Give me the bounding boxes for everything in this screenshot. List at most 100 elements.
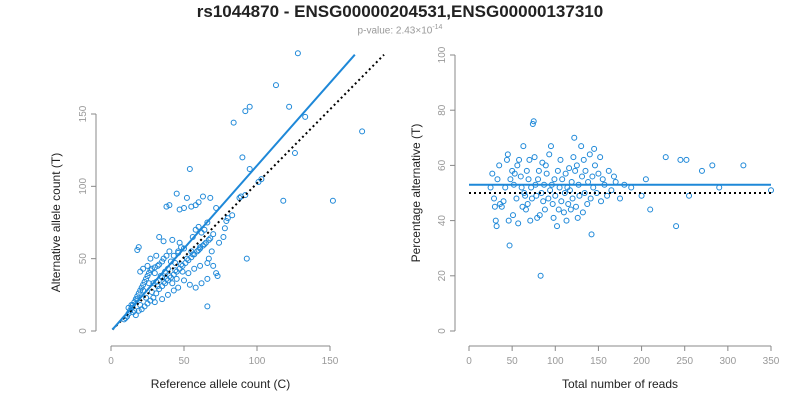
data-point (561, 190, 568, 196)
y-tick-label: 40 (437, 215, 448, 227)
data-point (159, 296, 166, 303)
data-point (572, 203, 579, 210)
y-tick-label: 20 (437, 270, 448, 282)
data-point (204, 260, 211, 267)
data-point (213, 270, 220, 277)
data-point (638, 192, 645, 199)
data-point (204, 303, 211, 310)
data-point (223, 218, 230, 225)
allele-count-scatter: 0 50 100 150 0 50 100 150 Reference allele count… (49, 50, 385, 391)
data-point (491, 195, 498, 202)
data-point (677, 156, 684, 163)
data-point (151, 270, 158, 277)
y-axis-label: Percentage alternative (T) (409, 124, 423, 263)
data-point (605, 167, 612, 174)
data-point (570, 154, 577, 161)
data-point (487, 184, 494, 191)
data-point (604, 192, 611, 199)
x-tick-label: 350 (763, 356, 780, 367)
x-tick-label: 50 (178, 356, 190, 367)
data-point (542, 162, 549, 169)
data-point (552, 192, 559, 199)
data-point (554, 223, 561, 230)
data-point (242, 108, 249, 115)
data-point (179, 268, 186, 275)
data-point (143, 294, 150, 301)
data-point (147, 267, 154, 274)
data-point (584, 201, 591, 208)
data-point (178, 261, 185, 268)
data-point (496, 162, 503, 169)
data-point (547, 143, 554, 150)
data-point (498, 203, 505, 210)
data-point (560, 209, 567, 216)
data-point (134, 246, 141, 253)
data-point (140, 281, 147, 288)
data-point (588, 231, 595, 238)
data-point (189, 251, 196, 258)
data-point (491, 203, 498, 210)
x-tick-label: 100 (547, 356, 564, 367)
data-point (536, 212, 543, 219)
data-point (557, 156, 564, 163)
data-point (201, 241, 208, 248)
data-point (517, 173, 524, 180)
data-point (169, 236, 176, 243)
data-point (134, 293, 141, 300)
data-point (716, 184, 723, 191)
data-point (543, 170, 550, 177)
data-point (562, 170, 569, 177)
x-tick-label: 100 (249, 356, 266, 367)
data-point (581, 190, 588, 196)
data-point (612, 178, 619, 185)
data-point (579, 173, 586, 180)
data-point (506, 242, 513, 249)
data-point (587, 195, 594, 202)
data-point (554, 167, 561, 174)
data-point (683, 156, 690, 163)
data-point (239, 154, 246, 161)
data-point (172, 267, 179, 274)
data-point (563, 217, 570, 224)
data-point (144, 273, 151, 280)
data-point (535, 176, 542, 183)
y-tick-label: 50 (78, 253, 89, 265)
data-point (556, 184, 563, 191)
data-point (216, 239, 223, 246)
data-point (329, 197, 336, 204)
data-point (169, 280, 176, 287)
data-point (192, 284, 199, 291)
y-tick-label: 100 (437, 46, 448, 63)
data-point (582, 167, 589, 174)
data-point (493, 223, 500, 230)
data-point (204, 275, 211, 282)
data-point (246, 165, 253, 172)
data-point (166, 248, 173, 255)
data-point (272, 82, 279, 89)
data-point (220, 233, 227, 240)
data-point (176, 206, 183, 213)
data-point (135, 307, 142, 314)
data-point (586, 151, 593, 158)
data-point (135, 244, 142, 251)
data-point (137, 287, 144, 294)
data-point (547, 187, 554, 194)
x-tick-label: 300 (720, 356, 737, 367)
x-tick-label: 200 (633, 356, 650, 367)
data-point (291, 150, 298, 157)
data-point (230, 119, 237, 126)
data-point (599, 176, 606, 183)
data-point (546, 151, 553, 158)
data-point (164, 291, 171, 298)
data-point (504, 151, 511, 158)
percentage-scatter: 0 50 100 150 200 250 300 350 0 20 40 60 80 100 Total n… (409, 46, 780, 391)
data-point (156, 261, 163, 268)
data-point (135, 290, 142, 297)
data-point (541, 206, 548, 213)
data-point (529, 121, 536, 127)
data-point (492, 217, 499, 224)
x-tick-label: 250 (676, 356, 693, 367)
data-point (280, 197, 287, 204)
data-point (147, 255, 154, 262)
